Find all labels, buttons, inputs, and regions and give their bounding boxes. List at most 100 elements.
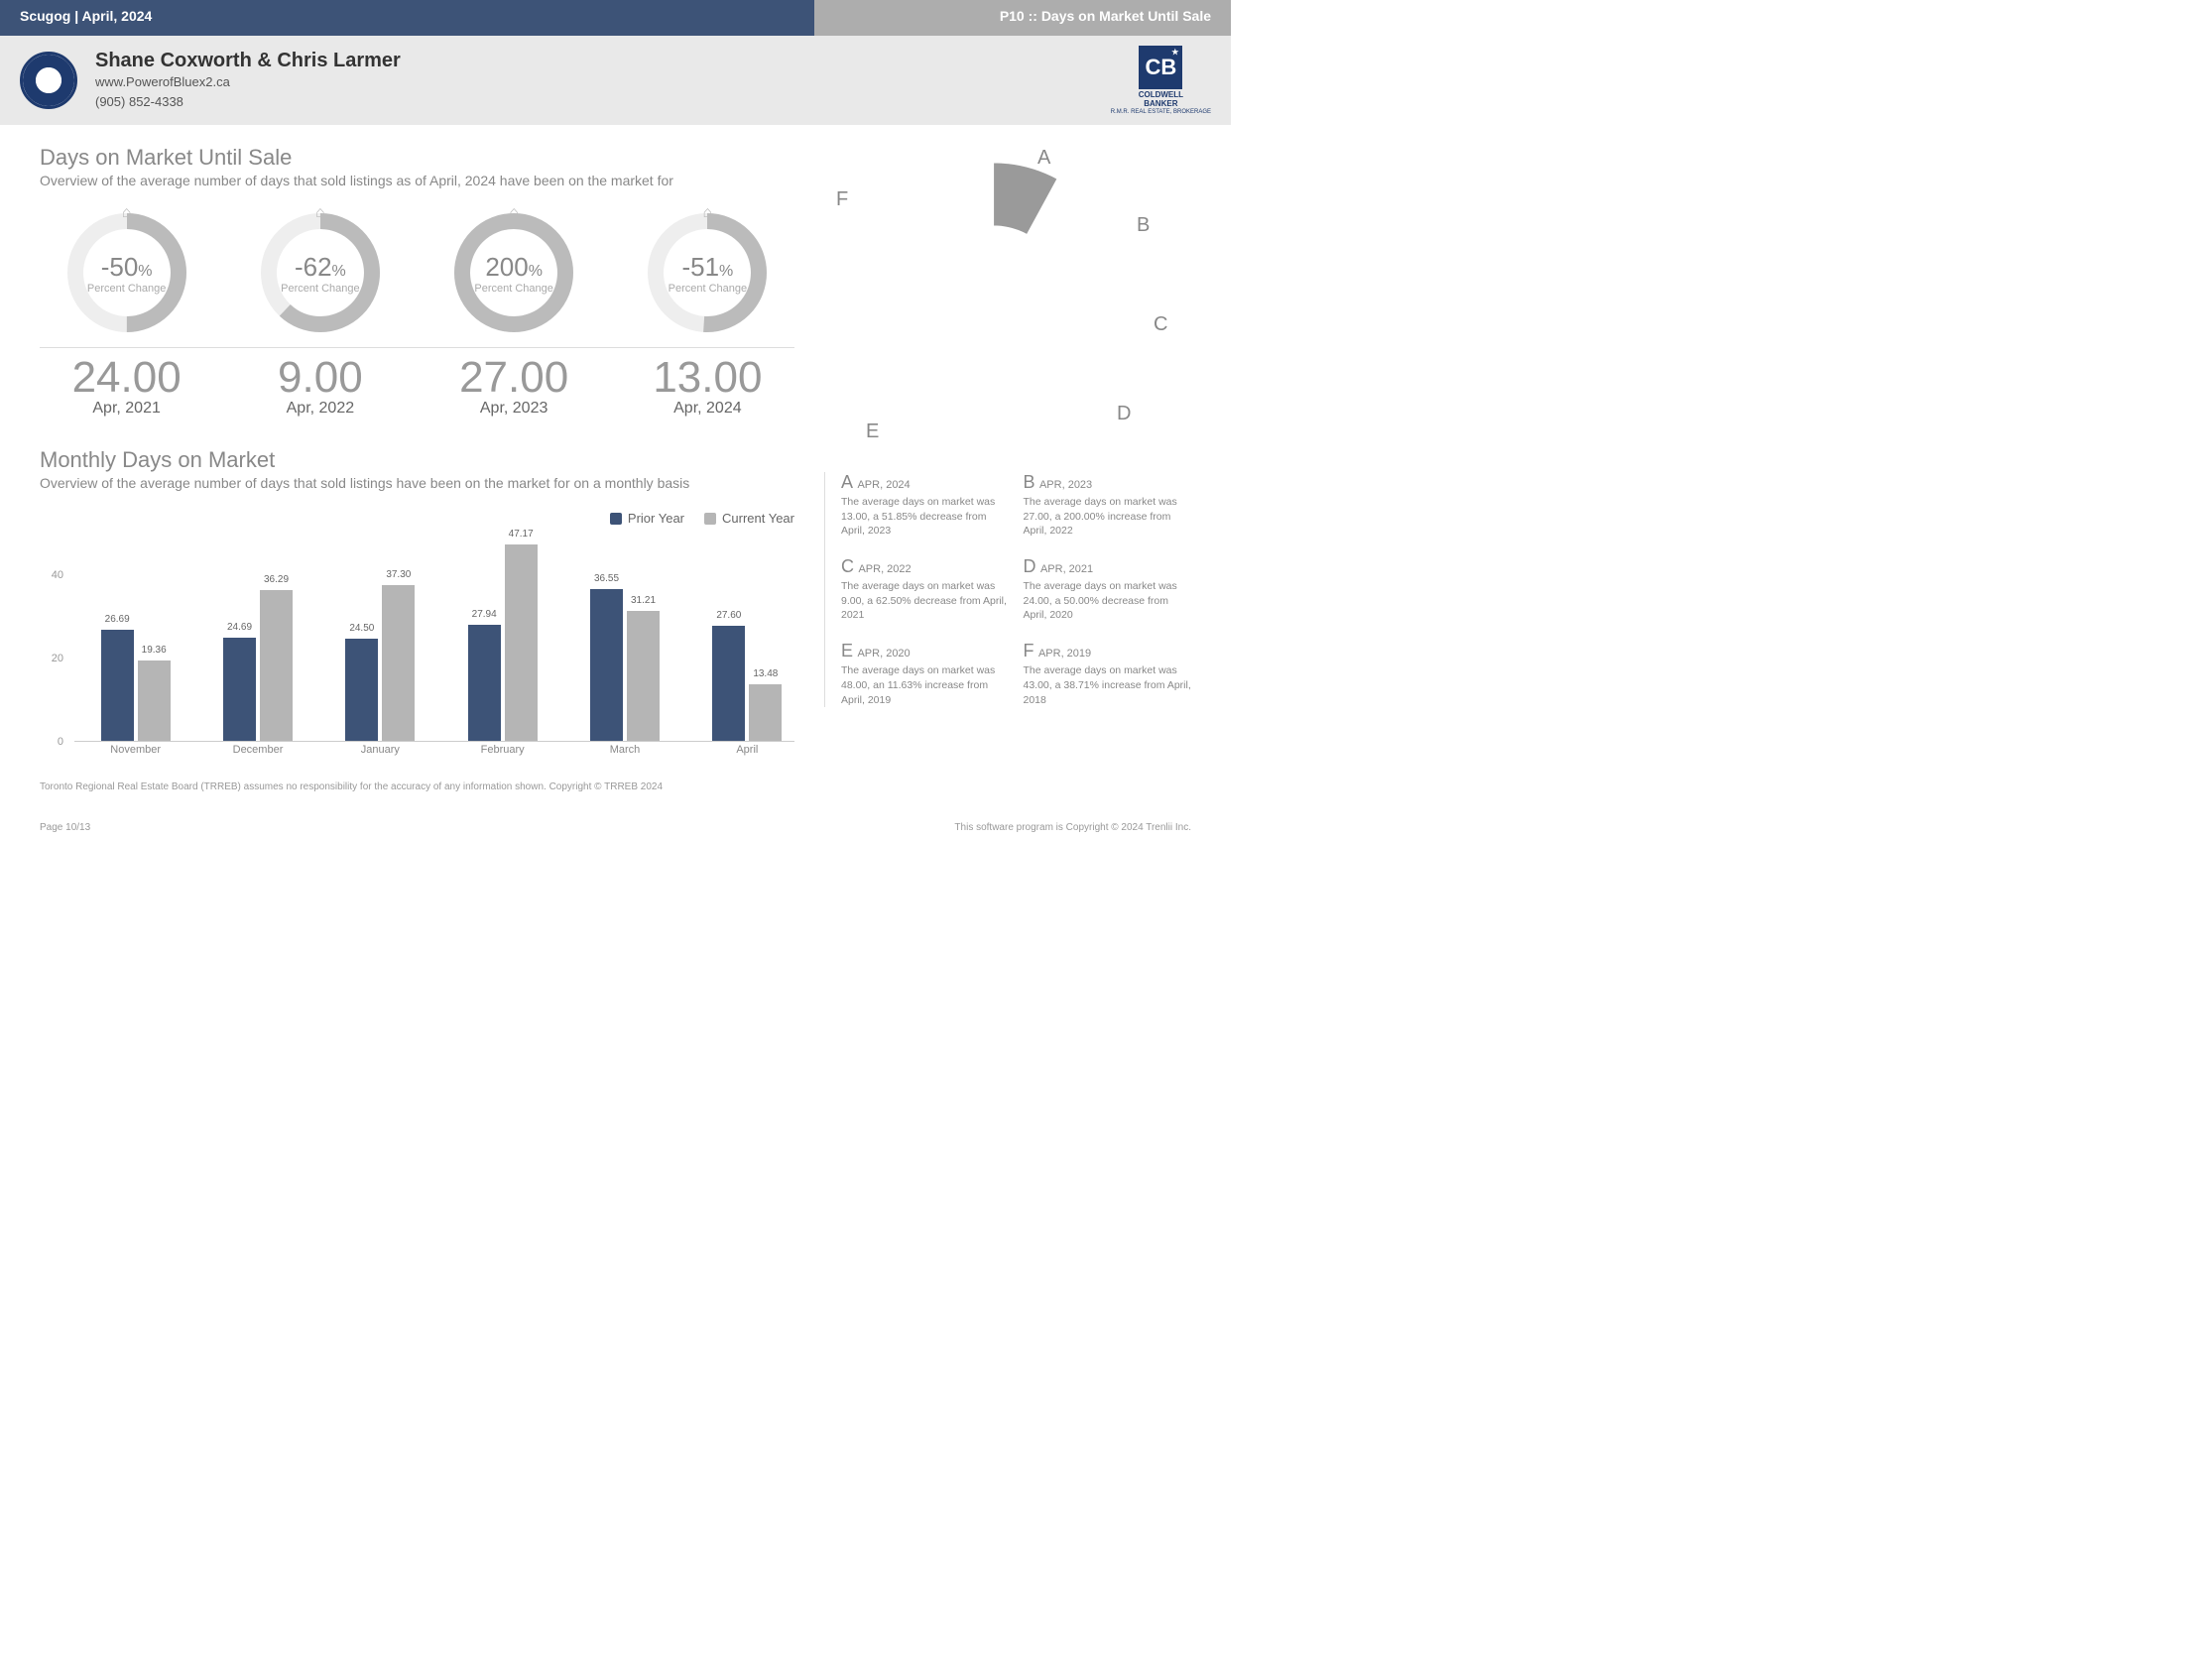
y-tick: 20 [52,653,63,664]
bar-label: 31.21 [631,595,656,606]
bar-label: 27.60 [716,610,741,621]
disclaimer: Toronto Regional Real Estate Board (TRRE… [40,781,1191,792]
location-date: Scugog | April, 2024 [0,0,814,36]
dl-letter: F [1024,641,1034,660]
bar-prior: 24.69 [223,638,256,741]
bar-label: 36.55 [594,573,619,584]
bar-current: 31.21 [627,611,660,741]
bar-label: 24.69 [227,622,252,633]
bar-label: 36.29 [264,574,289,585]
x-label: April [736,744,758,756]
big-num-date: Apr, 2023 [427,400,601,418]
donut-legend-item: E APR, 2020 The average days on market w… [841,641,1010,707]
bar-prior: 26.69 [101,630,134,741]
gauge-value: -62% [295,252,346,283]
bar-group: 24.69 36.29 [223,590,293,741]
gauge-0: ⌂ -50% Percent Change [40,208,213,337]
donut-legend-item: A APR, 2024 The average days on market w… [841,472,1010,539]
bar-group: 24.50 37.30 [345,585,415,741]
bar-prior: 27.60 [712,626,745,741]
bar-label: 13.48 [753,668,778,679]
agent-phone: (905) 852-4338 [95,92,401,112]
brand-icon: CB [1139,46,1182,89]
gauge-value: -50% [101,252,153,283]
donut-label-F: F [836,188,848,211]
donut-legend: A APR, 2024 The average days on market w… [824,472,1191,707]
bar-current: 19.36 [138,660,171,741]
bar-legend: Prior Year Current Year [40,511,794,526]
dl-letter: E [841,641,853,660]
donut-label-B: B [1137,214,1150,237]
page-title: P10 :: Days on Market Until Sale [814,0,1231,36]
brand-logo: CB COLDWELL BANKER R.M.R. REAL ESTATE, B… [1111,46,1211,115]
gauge-label: Percent Change [87,283,167,295]
x-label: March [610,744,641,756]
gauge-row: ⌂ -50% Percent Change ⌂ -62% [40,208,794,348]
big-num-value: 24.00 [40,356,213,400]
bar-label: 24.50 [349,623,374,634]
gauge-1: ⌂ -62% Percent Change [233,208,407,337]
gauge-2: ⌂ 200% Percent Change [427,208,601,337]
bar-label: 27.94 [472,609,497,620]
dl-desc: The average days on market was 43.00, a … [1024,663,1192,707]
big-num-date: Apr, 2022 [233,400,407,418]
bar-group: 36.55 31.21 [590,589,660,742]
dl-letter: A [841,472,853,492]
big-num-date: Apr, 2021 [40,400,213,418]
bar-chart: 02040 26.69 19.36 24.69 36.29 24.50 37.3… [40,534,794,762]
donut-chart: ABCDEF [824,145,1161,452]
donut-legend-item: B APR, 2023 The average days on market w… [1024,472,1192,539]
dl-date: APR, 2019 [1038,648,1091,660]
bar-label: 47.17 [509,529,534,540]
big-num-2: 27.00 Apr, 2023 [427,356,601,418]
agent-logo-icon [20,52,77,109]
agent-name: Shane Coxworth & Chris Larmer [95,50,401,72]
donut-label-C: C [1154,313,1167,336]
top-bar: Scugog | April, 2024 P10 :: Days on Mark… [0,0,1231,36]
x-label: December [233,744,284,756]
brand-line2: BANKER [1111,100,1211,109]
bar-current: 13.48 [749,684,782,741]
dl-letter: C [841,556,854,576]
dl-desc: The average days on market was 27.00, a … [1024,495,1192,539]
bar-prior: 27.94 [468,625,501,741]
bar-group: 27.94 47.17 [468,544,538,741]
footer: Toronto Regional Real Estate Board (TRRE… [0,772,1231,853]
big-num-3: 13.00 Apr, 2024 [621,356,794,418]
donut-label-D: D [1117,403,1131,425]
x-label: January [361,744,400,756]
x-label: February [481,744,525,756]
donut-legend-item: C APR, 2022 The average days on market w… [841,556,1010,623]
bar-current: 37.30 [382,585,415,741]
dl-date: APR, 2021 [1040,563,1093,575]
bar-prior: 36.55 [590,589,623,742]
legend-current: Current Year [722,511,794,526]
donut-label-A: A [1037,147,1050,170]
gauge-3: ⌂ -51% Percent Change [621,208,794,337]
dl-desc: The average days on market was 9.00, a 6… [841,579,1010,623]
dl-date: APR, 2020 [857,648,910,660]
dl-date: APR, 2023 [1039,479,1092,491]
big-num-0: 24.00 Apr, 2021 [40,356,213,418]
dl-date: APR, 2024 [857,479,910,491]
section2-subtitle: Overview of the average number of days t… [40,475,794,491]
x-label: November [110,744,161,756]
big-num-value: 9.00 [233,356,407,400]
dl-letter: D [1024,556,1036,576]
big-num-date: Apr, 2024 [621,400,794,418]
brand-sub: R.M.R. REAL ESTATE, BROKERAGE [1111,109,1211,115]
big-num-value: 13.00 [621,356,794,400]
bar-label: 26.69 [105,614,130,625]
gauge-value: -51% [681,252,733,283]
agent-info: Shane Coxworth & Chris Larmer www.Powero… [95,50,401,111]
bar-group: 26.69 19.36 [101,630,171,741]
credit: This software program is Copyright © 202… [954,822,1191,833]
section1-subtitle: Overview of the average number of days t… [40,173,794,188]
bar-label: 19.36 [142,645,167,656]
dl-date: APR, 2022 [858,563,911,575]
bar-current: 36.29 [260,590,293,741]
gauge-label: Percent Change [281,283,360,295]
agent-website: www.PowerofBluex2.ca [95,72,401,92]
gauge-label: Percent Change [669,283,748,295]
section2-title: Monthly Days on Market [40,447,794,473]
